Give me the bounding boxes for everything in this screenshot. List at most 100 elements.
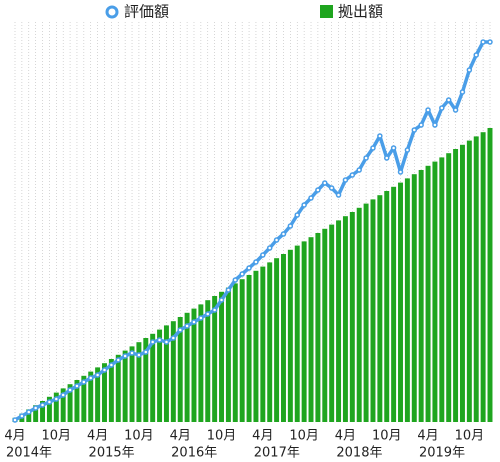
point	[19, 413, 25, 419]
bar	[74, 380, 80, 422]
point	[473, 52, 479, 58]
point	[418, 122, 424, 128]
bar	[349, 212, 355, 422]
bar	[191, 308, 197, 422]
point	[46, 399, 53, 405]
bar	[459, 144, 465, 423]
x-tick-label: 10月	[42, 429, 72, 444]
bar	[384, 191, 390, 422]
point	[12, 417, 18, 423]
point	[129, 350, 135, 356]
point	[149, 339, 156, 345]
point	[411, 127, 418, 133]
bar	[329, 224, 335, 422]
point	[74, 383, 80, 389]
point	[94, 372, 101, 378]
bar	[67, 384, 73, 422]
bar	[60, 388, 66, 422]
legend-label: 評価額	[124, 3, 169, 21]
bar	[281, 254, 286, 422]
bar	[322, 228, 328, 422]
point	[487, 39, 493, 45]
point	[170, 335, 177, 341]
point	[184, 323, 190, 329]
point	[452, 107, 459, 113]
x-tick-label: 4月	[417, 429, 438, 444]
bar	[40, 401, 46, 422]
point	[87, 375, 94, 381]
bar	[88, 371, 94, 422]
bar	[473, 136, 479, 422]
point	[198, 315, 204, 321]
point	[177, 327, 183, 333]
bar	[260, 266, 266, 422]
bar	[150, 333, 156, 422]
bar	[81, 375, 87, 422]
point	[308, 195, 314, 201]
bar	[439, 157, 445, 422]
legend-icon	[320, 5, 333, 18]
point	[273, 237, 280, 243]
point	[397, 169, 404, 175]
point	[432, 122, 438, 128]
x-tick-label: 4月	[335, 429, 356, 444]
bar	[212, 296, 218, 422]
bar	[487, 128, 493, 422]
point	[32, 405, 39, 411]
point	[253, 259, 259, 265]
legend-icon	[105, 5, 119, 19]
point	[115, 357, 122, 363]
bar	[136, 342, 142, 422]
bar	[336, 220, 342, 422]
point	[191, 319, 197, 325]
bar	[398, 182, 403, 422]
point	[225, 287, 232, 293]
x-tick-label: 10月	[372, 429, 402, 444]
point	[60, 392, 66, 398]
point	[163, 339, 170, 345]
point	[287, 223, 294, 229]
point	[342, 177, 349, 183]
point	[294, 212, 300, 218]
point	[260, 252, 266, 258]
bar	[26, 409, 32, 422]
bar	[480, 132, 486, 422]
bar	[143, 338, 149, 422]
x-year-label: 2015年	[89, 446, 135, 461]
point	[156, 337, 163, 343]
point	[239, 271, 245, 277]
bar	[377, 195, 383, 422]
point	[53, 396, 60, 402]
bar	[411, 174, 417, 422]
x-year-label: 2017年	[254, 446, 300, 461]
point	[459, 89, 466, 95]
bar	[33, 405, 39, 422]
x-tick-label: 4月	[252, 429, 273, 444]
bar	[404, 178, 410, 422]
bar	[46, 396, 52, 422]
bar	[363, 203, 369, 422]
bar	[391, 186, 397, 422]
point	[211, 307, 218, 313]
bar	[53, 392, 59, 422]
bar	[225, 287, 231, 422]
point	[81, 379, 87, 385]
point	[315, 187, 321, 193]
point	[445, 97, 452, 103]
x-tick-label: 4月	[87, 429, 108, 444]
bar	[274, 258, 280, 422]
point	[404, 147, 411, 153]
legend-label: 拠出額	[338, 3, 383, 21]
point	[390, 145, 397, 151]
bar	[115, 354, 121, 422]
point	[383, 155, 390, 161]
bar	[294, 245, 300, 422]
point	[425, 107, 431, 113]
point	[246, 265, 252, 271]
x-tick-label: 10月	[207, 429, 237, 444]
bar	[170, 321, 176, 422]
x-tick-label: 4月	[170, 429, 191, 444]
bar	[95, 367, 101, 422]
bar	[219, 291, 224, 422]
point	[377, 133, 383, 139]
